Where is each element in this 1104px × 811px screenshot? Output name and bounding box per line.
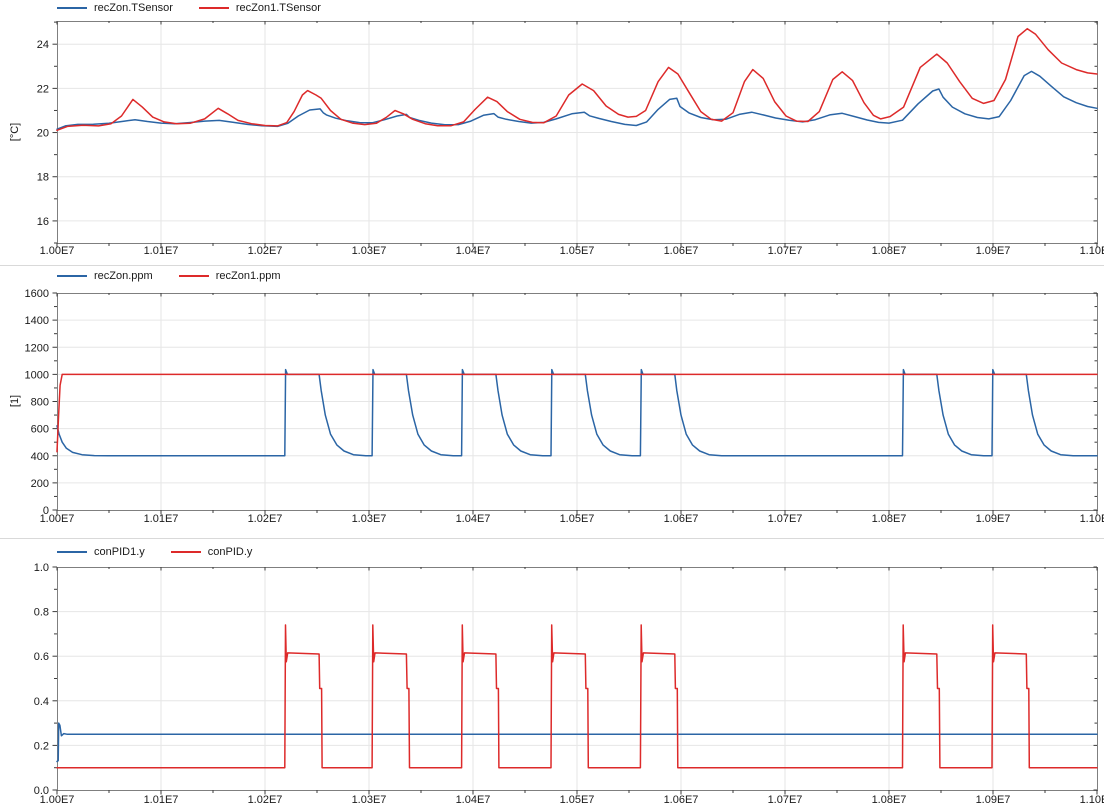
x-tick-label: 1.03E7: [352, 513, 387, 525]
x-tick-label: 1.00E7: [40, 794, 75, 806]
y-tick-label: 400: [31, 451, 49, 463]
y-axis-unit-label: [1]: [8, 394, 21, 408]
legend-item-recZon1-ppm[interactable]: recZon1.ppm: [178, 269, 281, 283]
legend-item-recZon-ppm[interactable]: recZon.ppm: [57, 269, 153, 283]
curve-recZon1.ppm[interactable]: [56, 373, 1098, 453]
legend-label: recZon1.TSensor: [235, 2, 321, 14]
legend-line-sample-blue: [57, 275, 87, 277]
x-tick-label: 1.05E7: [560, 245, 595, 257]
x-tick-label: 1.04E7: [456, 513, 491, 525]
curve-recZon.ppm[interactable]: [56, 368, 1098, 457]
y-tick-label: 0.8: [34, 607, 49, 619]
y-tick-label: 1400: [25, 315, 49, 327]
y-tick-label: 600: [31, 424, 49, 436]
x-tick-label: 1.10E7: [1080, 245, 1104, 257]
y-axis-unit-panel-2: [1]: [0, 361, 30, 441]
y-tick-label: 18: [37, 172, 49, 184]
plot-area-1[interactable]: [57, 21, 1097, 243]
x-tick-label: 1.03E7: [352, 245, 387, 257]
legend-panel-1: recZon.TSensor recZon1.TSensor: [57, 1, 321, 15]
x-tick-label: 1.06E7: [664, 245, 699, 257]
legend-line-sample-red: [178, 275, 209, 277]
x-tick-label: 1.07E7: [768, 245, 803, 257]
y-axis-unit-panel-3: [0, 638, 30, 718]
y-tick-label: 1200: [25, 342, 49, 354]
legend-label: recZon.TSensor: [94, 2, 173, 14]
plot-area-3[interactable]: [57, 567, 1097, 790]
x-tick-label: 1.04E7: [456, 245, 491, 257]
legend-line-sample-red: [198, 7, 229, 9]
x-tick-label: 1.06E7: [664, 794, 699, 806]
legend-panel-2: recZon.ppm recZon1.ppm: [57, 269, 281, 283]
legend-label: conPID.y: [207, 546, 253, 558]
y-tick-label: 0: [43, 505, 49, 517]
x-tick-label: 1.02E7: [248, 513, 283, 525]
legend-line-sample-blue: [57, 551, 87, 553]
x-tick-label: 1.05E7: [560, 794, 595, 806]
x-tick-label: 1.00E7: [40, 245, 75, 257]
y-tick-label: 0.2: [34, 740, 49, 752]
x-tick-label: 1.09E7: [976, 513, 1011, 525]
x-tick-label: 1.04E7: [456, 794, 491, 806]
x-tick-label: 1.02E7: [248, 794, 283, 806]
x-tick-label: 1.08E7: [872, 245, 907, 257]
y-tick-label: 0.4: [34, 696, 49, 708]
x-tick-label: 1.09E7: [976, 245, 1011, 257]
legend-line-sample-red: [170, 551, 201, 553]
legend-item-recZon1-TSensor[interactable]: recZon1.TSensor: [198, 1, 321, 15]
x-tick-label: 1.07E7: [768, 794, 803, 806]
x-tick-label: 1.05E7: [560, 513, 595, 525]
y-tick-label: 1.0: [34, 562, 49, 574]
curve-conPID.y[interactable]: [56, 624, 1098, 769]
y-tick-label: 1600: [25, 288, 49, 300]
y-tick-label: 20: [37, 128, 49, 140]
x-tick-label: 1.08E7: [872, 794, 907, 806]
legend-item-recZon-TSensor[interactable]: recZon.TSensor: [57, 1, 173, 15]
legend-label: conPID1.y: [94, 546, 145, 558]
x-tick-label: 1.09E7: [976, 794, 1011, 806]
legend-label: recZon.ppm: [94, 270, 153, 282]
curve-recZon1.TSensor[interactable]: [56, 27, 1098, 132]
y-tick-label: 16: [37, 216, 49, 228]
y-tick-label: 22: [37, 83, 49, 95]
legend-item-conPID1-y[interactable]: conPID1.y: [57, 545, 145, 559]
y-tick-label: 0.6: [34, 651, 49, 663]
x-tick-label: 1.07E7: [768, 513, 803, 525]
x-tick-label: 1.06E7: [664, 513, 699, 525]
x-tick-label: 1.01E7: [144, 794, 179, 806]
x-tick-label: 1.00E7: [40, 513, 75, 525]
y-tick-label: 0.0: [34, 785, 49, 797]
x-tick-label: 1.02E7: [248, 245, 283, 257]
y-tick-label: 24: [37, 39, 49, 51]
y-axis-unit-panel-1: [°C]: [0, 92, 30, 172]
y-tick-label: 200: [31, 478, 49, 490]
y-tick-label: 1000: [25, 369, 49, 381]
legend-panel-3: conPID1.y conPID.y: [57, 545, 252, 559]
x-tick-label: 1.10E7: [1080, 794, 1104, 806]
legend-item-conPID-y[interactable]: conPID.y: [170, 545, 253, 559]
legend-line-sample-blue: [57, 7, 87, 9]
x-tick-label: 1.03E7: [352, 794, 387, 806]
legend-label: recZon1.ppm: [215, 270, 281, 282]
y-axis-unit-label: [°C]: [9, 122, 21, 142]
x-tick-label: 1.01E7: [144, 513, 179, 525]
x-tick-label: 1.08E7: [872, 513, 907, 525]
curve-conPID1.y[interactable]: [56, 722, 1098, 763]
x-tick-label: 1.01E7: [144, 245, 179, 257]
x-tick-label: 1.10E7: [1080, 513, 1104, 525]
y-tick-label: 800: [31, 397, 49, 409]
